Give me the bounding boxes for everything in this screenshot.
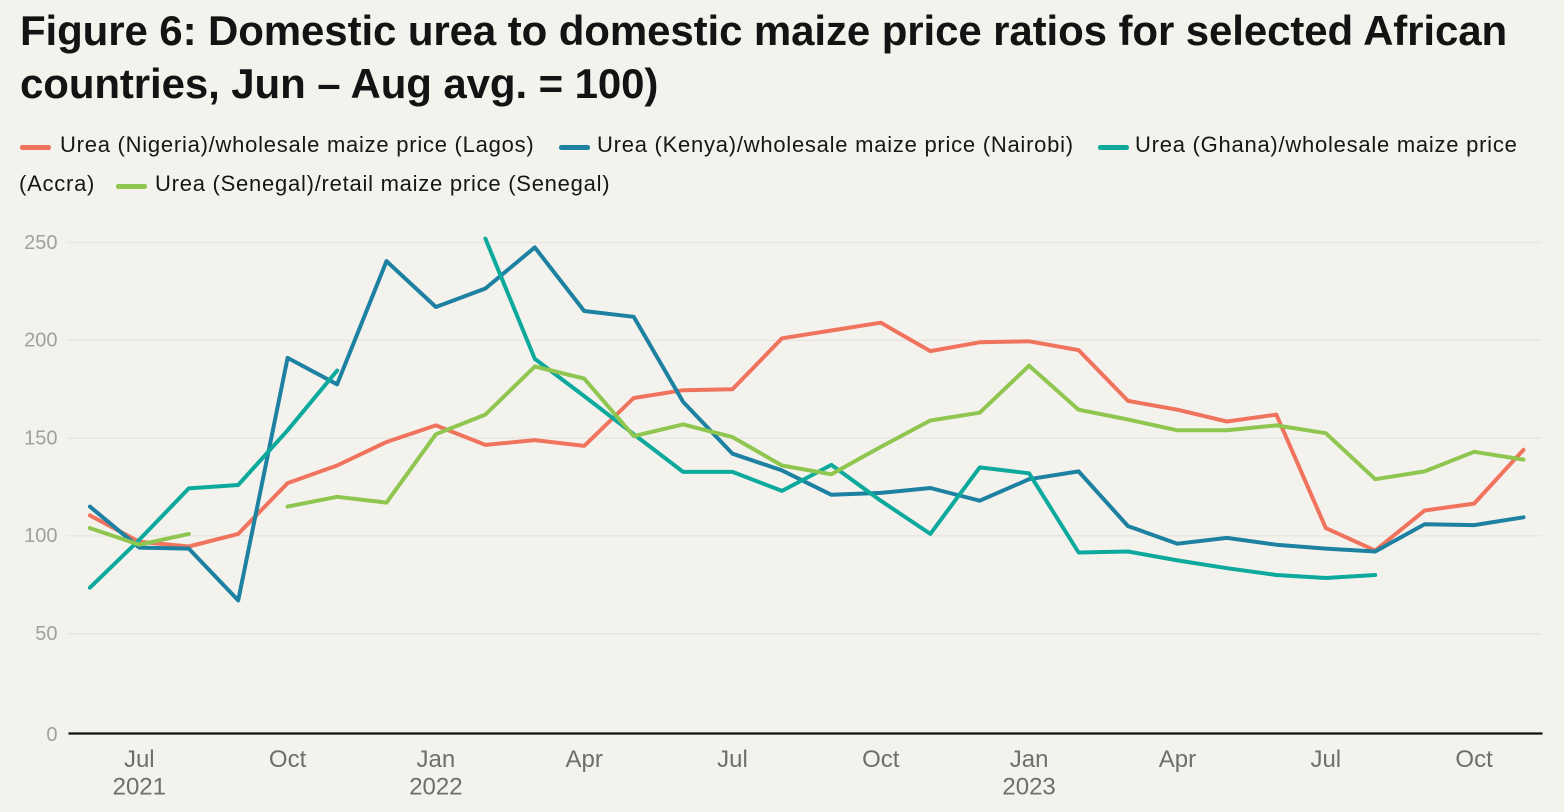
svg-text:50: 50 xyxy=(35,623,57,645)
svg-text:Apr: Apr xyxy=(566,746,603,773)
svg-text:2022: 2022 xyxy=(409,774,462,801)
svg-text:Jul: Jul xyxy=(717,746,748,773)
svg-text:150: 150 xyxy=(24,427,57,449)
svg-text:Jul: Jul xyxy=(1310,746,1341,773)
svg-text:Oct: Oct xyxy=(862,746,900,773)
svg-text:Jul: Jul xyxy=(124,746,155,773)
svg-text:0: 0 xyxy=(46,724,57,746)
svg-text:Apr: Apr xyxy=(1159,746,1196,773)
svg-text:200: 200 xyxy=(24,330,57,352)
svg-text:250: 250 xyxy=(24,232,57,254)
svg-text:Oct: Oct xyxy=(269,746,307,773)
svg-text:2021: 2021 xyxy=(113,774,166,801)
svg-text:Oct: Oct xyxy=(1455,746,1493,773)
svg-text:100: 100 xyxy=(24,525,57,547)
svg-text:2023: 2023 xyxy=(1002,774,1055,801)
svg-text:Jan: Jan xyxy=(417,746,456,773)
svg-text:Jan: Jan xyxy=(1010,746,1049,773)
